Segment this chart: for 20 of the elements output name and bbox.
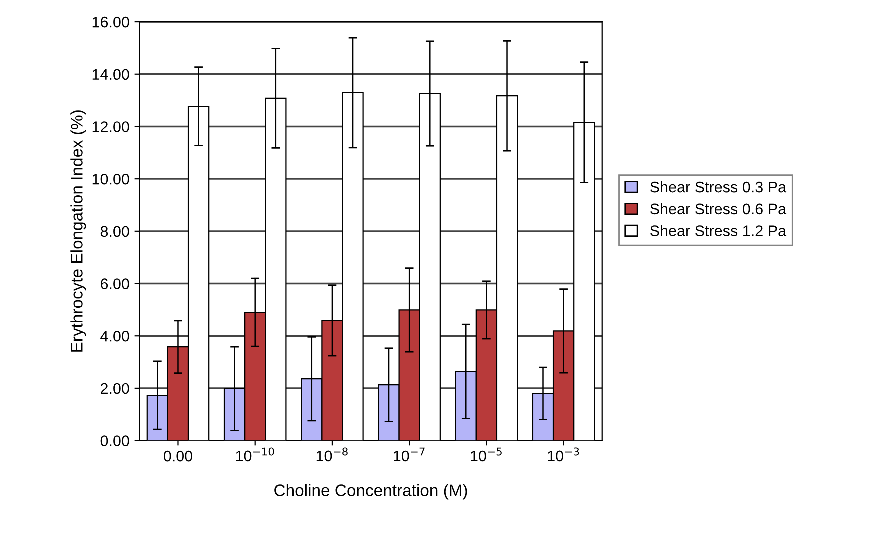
- legend-label: Shear Stress 0.6 Pa: [650, 203, 787, 215]
- y-tick-label: 8.00: [100, 226, 130, 238]
- x-tick-label: 0.00: [164, 450, 193, 462]
- y-tick-label: 2.00: [100, 383, 130, 394]
- x-axis-title: Choline Concentration (M): [274, 484, 468, 500]
- x-tick-label: 10$^{−10}$: [236, 448, 274, 462]
- y-tick-label: 4.00: [100, 330, 130, 342]
- legend-label: Shear Stress 1.2 Pa: [650, 225, 787, 236]
- legend-label: Shear Stress 0.3 Pa: [650, 181, 787, 193]
- x-tick-label: 10$^{−3}$: [548, 448, 580, 462]
- x-tick-label: 10$^{−8}$: [316, 448, 348, 462]
- y-tick-label: 16.00: [92, 16, 130, 28]
- y-tick-label: 10.00: [92, 174, 130, 185]
- y-tick-label: 0.00: [100, 436, 130, 446]
- x-tick-label: 10$^{−5}$: [471, 448, 502, 462]
- y-tick-label: 6.00: [101, 278, 130, 290]
- x-tick-label: 10$^{−7}$: [394, 448, 425, 462]
- y-tick-label: 12.00: [92, 122, 130, 132]
- y-axis-title: Erythrocyte Elongation Index (%): [70, 110, 86, 352]
- y-tick-label: 14.00: [92, 69, 130, 80]
